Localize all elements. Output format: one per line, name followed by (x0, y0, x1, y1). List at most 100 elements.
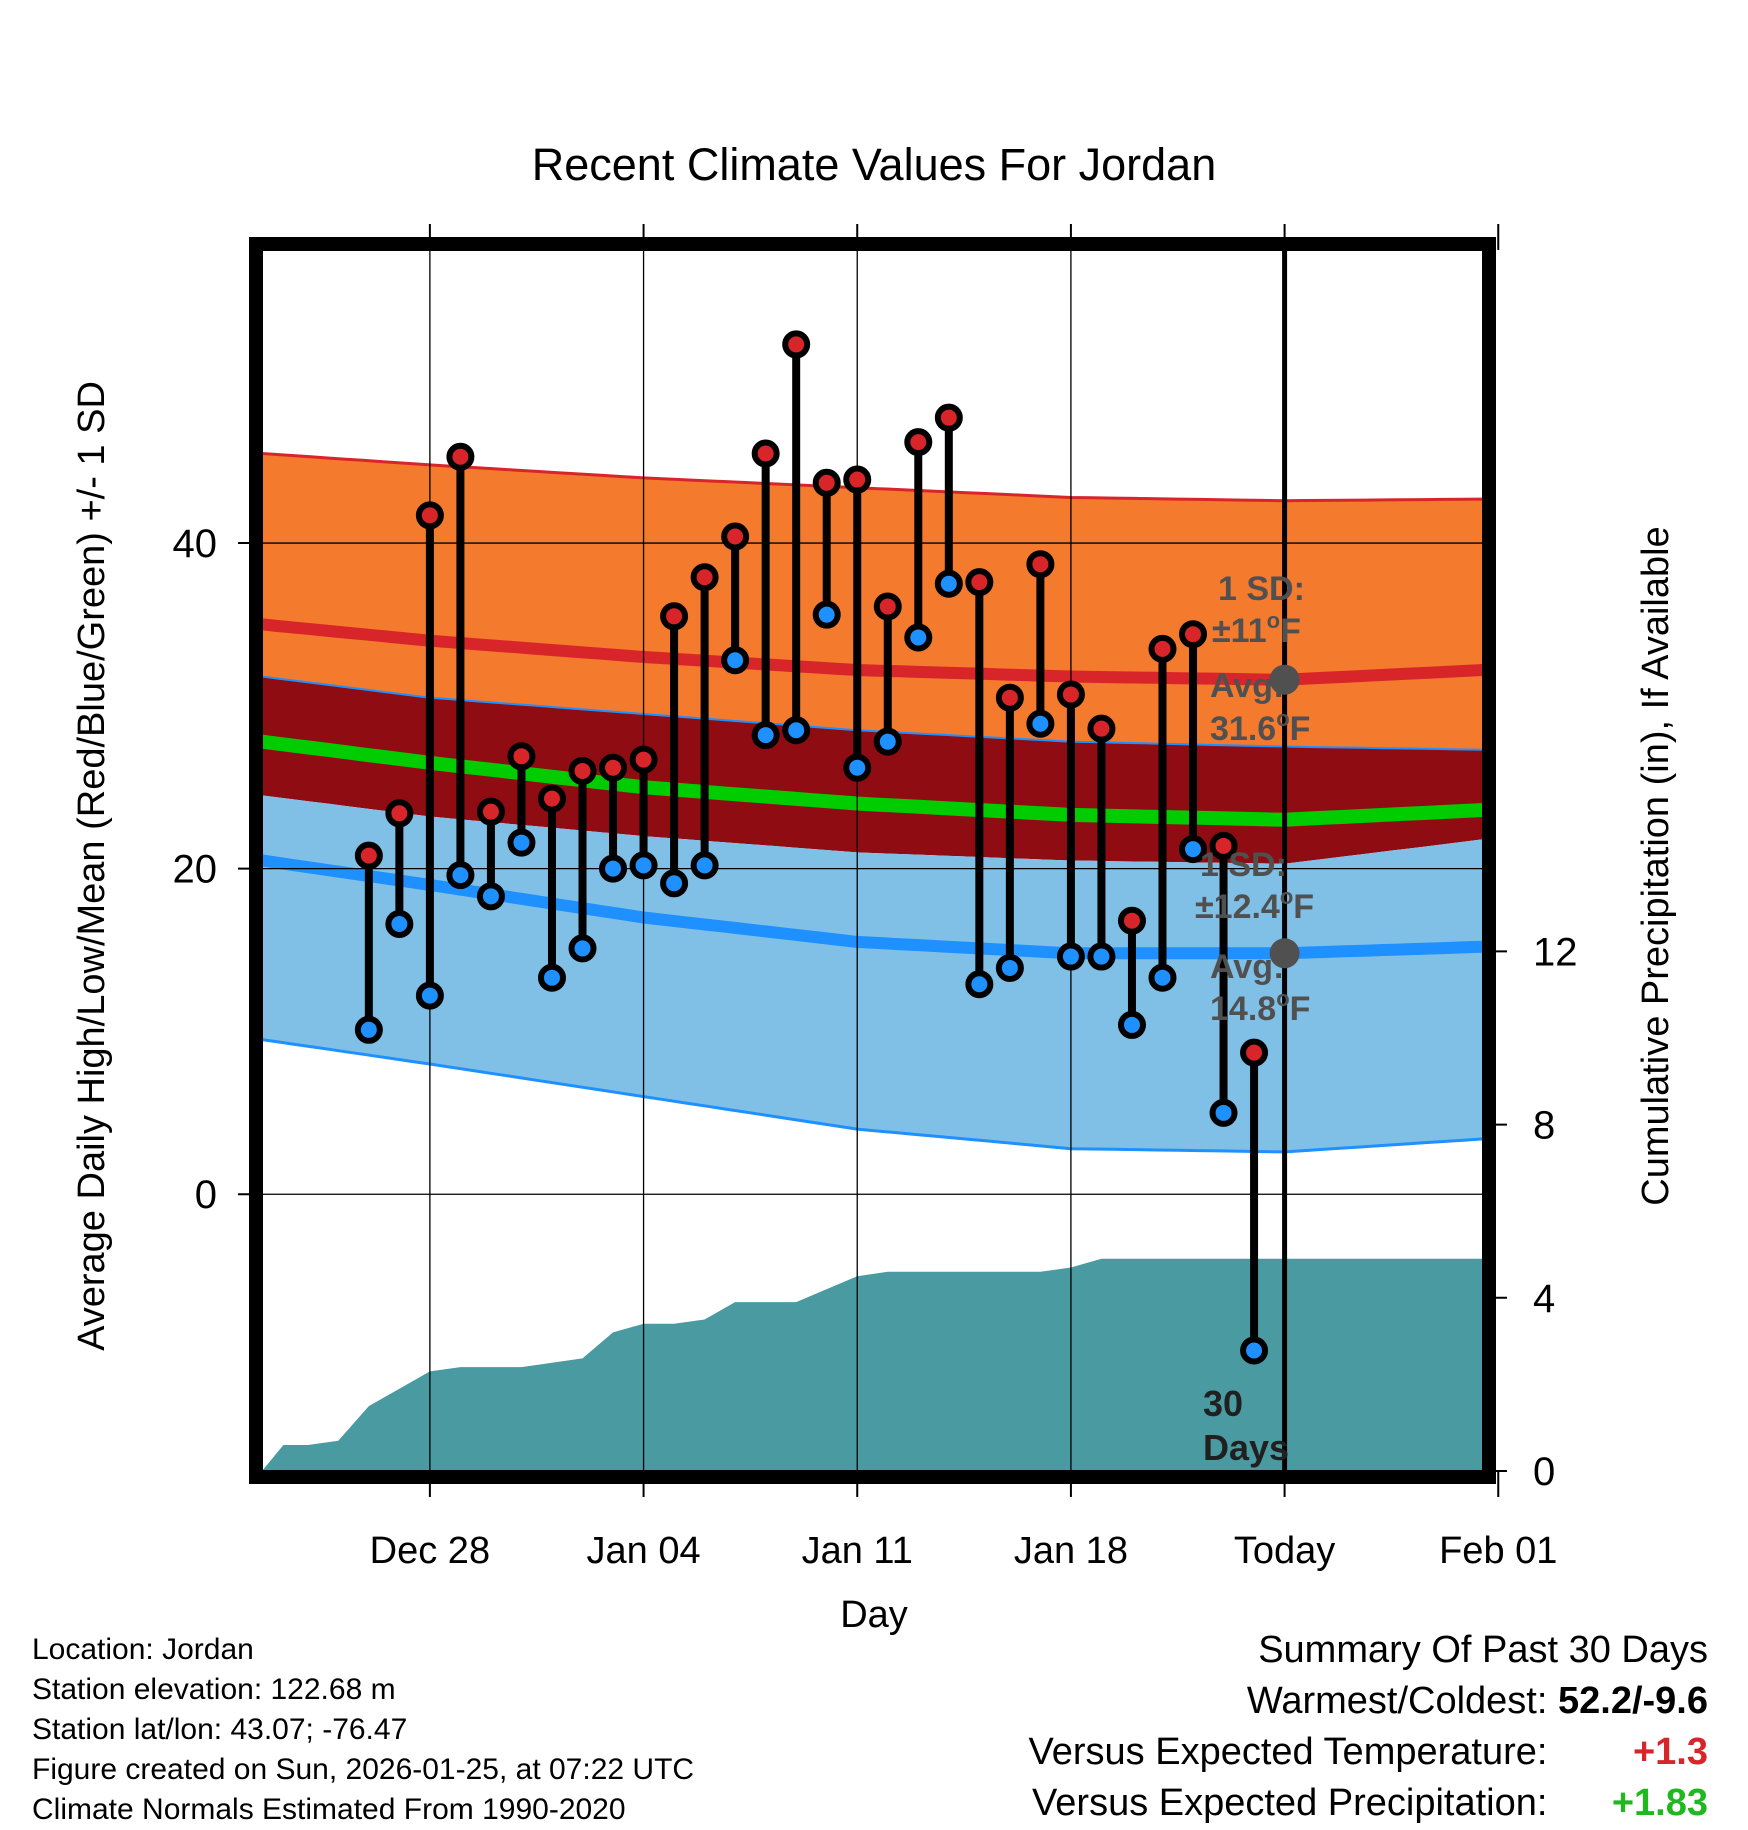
daily-high-point (599, 753, 628, 782)
daily-low-point (1240, 1336, 1269, 1365)
daily-low-point (660, 869, 689, 898)
daily-low-point (1179, 835, 1208, 864)
daily-high-point (843, 465, 872, 494)
x-tick-label: Jan 04 (587, 1530, 701, 1572)
daily-low-point (965, 970, 994, 999)
summary-vs-temp: Versus Expected Temperature: +1.3 (1029, 1727, 1708, 1778)
vs-temp-value: +1.3 (1632, 1731, 1708, 1773)
y2-tick-label: 12 (1533, 930, 1578, 974)
daily-high-point (354, 841, 383, 870)
daily-low-point (1087, 942, 1116, 971)
daily-high-point (660, 602, 689, 631)
latlon-text: Station lat/lon: 43.07; -76.47 (32, 1713, 408, 1746)
y2-tick-label: 4 (1533, 1277, 1555, 1321)
days-count-label: 30 (1203, 1383, 1243, 1424)
daily-low-point (507, 828, 536, 857)
daily-high-point (446, 442, 475, 471)
summary-vs-precip: Versus Expected Precipitation: +1.83 (1029, 1778, 1708, 1829)
daily-high-point (1087, 714, 1116, 743)
daily-low-point (782, 716, 811, 745)
y2-axis-label: Cumulative Precipitation (in), If Availa… (1635, 526, 1677, 1205)
y-axis-label: Average Daily High/Low/Mean (Red/Blue/Gr… (71, 381, 113, 1351)
daily-high-point (690, 563, 719, 592)
summary-panel: Summary Of Past 30 Days Warmest/Coldest:… (1029, 1625, 1708, 1829)
y-tick-label: 0 (195, 1173, 217, 1217)
low-avg-label: Avg: (1210, 948, 1284, 986)
daily-low-point (1117, 1010, 1146, 1039)
normal-high-line (262, 618, 1483, 686)
high-avg-value: 31.6oF (1210, 706, 1310, 748)
daily-low-point (995, 953, 1024, 982)
daily-high-point (965, 568, 994, 597)
daily-low-point (354, 1015, 383, 1044)
x-tick-label: Today (1234, 1530, 1335, 1572)
daily-low-point (446, 861, 475, 890)
warmest-coldest-value: 52.2/-9.6 (1558, 1680, 1708, 1722)
daily-high-point (751, 439, 780, 468)
y-tick-label: 20 (173, 848, 218, 892)
high-avg-label: Avg: (1210, 667, 1284, 705)
daily-high-point (1240, 1038, 1269, 1067)
high-sd-label: 1 SD: (1218, 570, 1305, 608)
daily-high-point (1026, 550, 1055, 579)
daily-low-point (1026, 709, 1055, 738)
y-tick-label: 40 (173, 522, 218, 566)
daily-high-point (995, 683, 1024, 712)
low-sd-value: ±12.4oF (1195, 884, 1314, 926)
daily-high-point (782, 330, 811, 359)
daily-low-point (1209, 1098, 1238, 1127)
daily-low-point (721, 646, 750, 675)
elevation-text: Station elevation: 122.68 m (32, 1673, 396, 1706)
chart-title: Recent Climate Values For Jordan (532, 139, 1216, 190)
low-sd-label: 1 SD: (1200, 846, 1287, 884)
plot-inner (262, 250, 1483, 1471)
daily-high-point (507, 742, 536, 771)
low-avg-marker (1269, 938, 1300, 969)
x-tick-label: Feb 01 (1439, 1530, 1557, 1572)
high-sd-value: ±11oF (1212, 608, 1301, 650)
daily-high-point (1148, 634, 1177, 663)
daily-low-point (568, 934, 597, 963)
high-avg-marker (1269, 664, 1300, 695)
daily-high-point (537, 784, 566, 813)
y2-tick-label: 0 (1533, 1450, 1555, 1494)
daily-high-point (385, 799, 414, 828)
daily-low-point (629, 851, 658, 880)
daily-low-point (843, 753, 872, 782)
vs-temp-label: Versus Expected Temperature: (1028, 1731, 1548, 1773)
low-lower-edge (262, 1038, 1483, 1154)
low-avg-value: 14.8oF (1210, 986, 1310, 1028)
daily-low-point (904, 623, 933, 652)
daily-low-point (751, 721, 780, 750)
station-info: Location: Jordan Station elevation: 122.… (32, 1630, 694, 1830)
normal-mean-line (262, 734, 1483, 827)
daily-high-point (934, 403, 963, 432)
daily-low-point (385, 909, 414, 938)
daily-high-point (721, 522, 750, 551)
created-text: Figure created on Sun, 2026-01-25, at 07… (32, 1753, 695, 1786)
warmest-coldest-label: Warmest/Coldest: (1246, 1680, 1548, 1722)
x-tick-label: Jan 11 (802, 1530, 913, 1572)
summary-warmest-coldest: Warmest/Coldest: 52.2/-9.6 (1029, 1676, 1708, 1727)
daily-low-point (476, 882, 505, 911)
precip-area (262, 1258, 1483, 1471)
daily-high-point (415, 501, 444, 530)
location-text: Location: Jordan (32, 1633, 254, 1666)
daily-low-point (812, 600, 841, 629)
daily-low-point (1056, 942, 1085, 971)
daily-high-point (904, 428, 933, 457)
daily-high-point (812, 468, 841, 497)
daily-low-point (1148, 963, 1177, 992)
daily-low-point (537, 963, 566, 992)
summary-title: Summary Of Past 30 Days (1258, 1629, 1708, 1671)
daily-high-point (873, 592, 902, 621)
daily-high-point (1117, 906, 1146, 935)
daily-low-point (415, 981, 444, 1010)
daily-high-point (1056, 680, 1085, 709)
vs-precip-label: Versus Expected Precipitation: (1032, 1782, 1548, 1824)
vs-precip-value: +1.83 (1611, 1782, 1708, 1824)
x-axis-label: Day (840, 1594, 908, 1636)
daily-low-point (599, 854, 628, 883)
